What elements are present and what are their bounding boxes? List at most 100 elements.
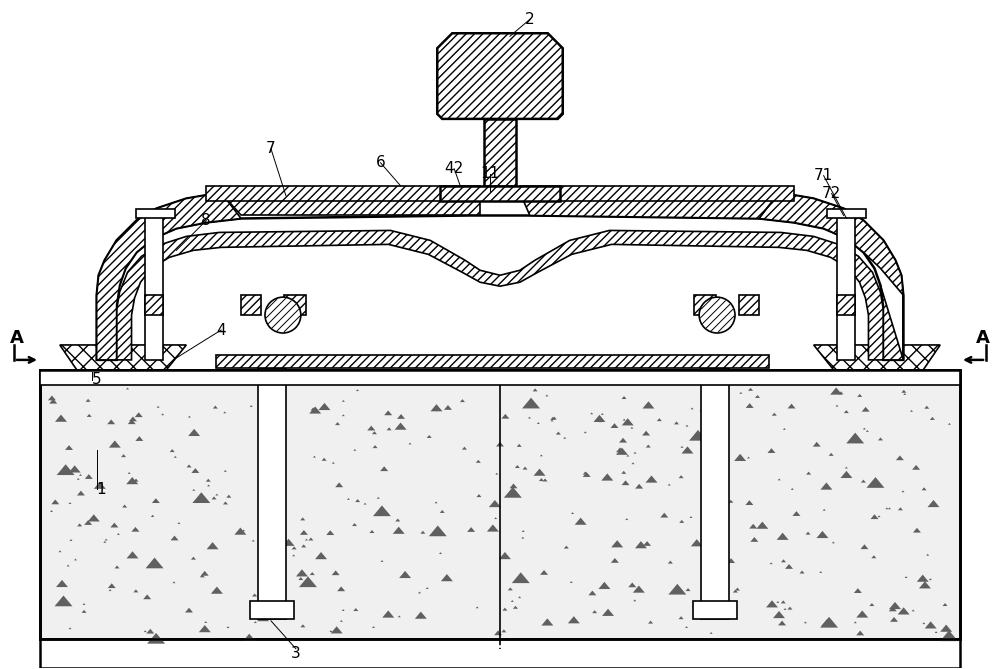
Polygon shape — [717, 594, 722, 597]
Polygon shape — [395, 518, 400, 522]
Polygon shape — [177, 522, 180, 524]
Polygon shape — [756, 522, 768, 529]
Polygon shape — [924, 405, 929, 409]
Polygon shape — [772, 413, 777, 415]
Polygon shape — [262, 573, 265, 575]
Polygon shape — [439, 552, 442, 554]
Polygon shape — [929, 578, 932, 580]
Polygon shape — [103, 541, 106, 543]
Polygon shape — [268, 425, 280, 432]
Polygon shape — [845, 467, 848, 468]
Polygon shape — [487, 524, 499, 532]
Polygon shape — [922, 487, 927, 490]
Text: 7: 7 — [266, 141, 276, 157]
Polygon shape — [912, 609, 915, 611]
Polygon shape — [109, 440, 121, 448]
Polygon shape — [367, 425, 375, 430]
Polygon shape — [854, 588, 862, 593]
Polygon shape — [495, 473, 498, 474]
Polygon shape — [622, 480, 630, 485]
Polygon shape — [660, 512, 668, 518]
Polygon shape — [440, 185, 560, 201]
Polygon shape — [556, 432, 561, 435]
Polygon shape — [901, 490, 904, 492]
Polygon shape — [299, 577, 317, 587]
Polygon shape — [429, 525, 447, 537]
Polygon shape — [395, 423, 407, 429]
Polygon shape — [545, 395, 548, 396]
Polygon shape — [917, 575, 929, 582]
Polygon shape — [598, 582, 610, 589]
Polygon shape — [878, 515, 881, 517]
Polygon shape — [522, 530, 525, 532]
Polygon shape — [234, 528, 246, 535]
Polygon shape — [781, 559, 786, 562]
Polygon shape — [206, 185, 480, 201]
Polygon shape — [378, 508, 383, 511]
Polygon shape — [701, 496, 709, 501]
Polygon shape — [476, 494, 481, 497]
Polygon shape — [49, 399, 57, 403]
Polygon shape — [903, 393, 906, 395]
Polygon shape — [353, 608, 358, 611]
Polygon shape — [517, 444, 522, 447]
Polygon shape — [511, 600, 514, 602]
Polygon shape — [820, 617, 838, 628]
Polygon shape — [427, 435, 432, 438]
Polygon shape — [626, 455, 629, 456]
Polygon shape — [679, 520, 684, 523]
Polygon shape — [94, 482, 106, 489]
Polygon shape — [223, 411, 226, 413]
Polygon shape — [311, 407, 316, 411]
Polygon shape — [65, 445, 73, 450]
Polygon shape — [599, 420, 602, 422]
Text: 4: 4 — [216, 322, 226, 338]
Polygon shape — [590, 413, 593, 414]
Polygon shape — [192, 492, 210, 503]
Polygon shape — [816, 531, 828, 538]
Polygon shape — [305, 539, 308, 541]
Polygon shape — [783, 428, 786, 429]
Bar — [40, 370, 960, 639]
Polygon shape — [347, 498, 350, 500]
Polygon shape — [201, 571, 209, 576]
Polygon shape — [342, 609, 345, 611]
Polygon shape — [787, 607, 792, 609]
Polygon shape — [621, 471, 626, 474]
Polygon shape — [571, 512, 574, 514]
Polygon shape — [694, 295, 716, 315]
Polygon shape — [940, 630, 958, 641]
Polygon shape — [501, 630, 506, 632]
Polygon shape — [283, 539, 295, 546]
Polygon shape — [207, 542, 219, 549]
Polygon shape — [77, 490, 85, 496]
Polygon shape — [602, 609, 614, 616]
Polygon shape — [919, 581, 931, 589]
Polygon shape — [901, 390, 906, 393]
Polygon shape — [484, 119, 516, 185]
Polygon shape — [273, 567, 276, 569]
Polygon shape — [584, 432, 587, 433]
Polygon shape — [332, 571, 340, 575]
Polygon shape — [869, 603, 874, 606]
Polygon shape — [331, 626, 343, 634]
Polygon shape — [523, 466, 528, 470]
Polygon shape — [308, 537, 313, 541]
Polygon shape — [129, 417, 137, 421]
Polygon shape — [59, 551, 61, 552]
Polygon shape — [188, 415, 191, 417]
Polygon shape — [681, 446, 684, 448]
Polygon shape — [541, 618, 553, 626]
Polygon shape — [813, 442, 821, 447]
Polygon shape — [862, 407, 870, 411]
Bar — [136, 209, 175, 219]
Polygon shape — [898, 607, 910, 615]
Polygon shape — [252, 540, 255, 541]
Polygon shape — [437, 33, 563, 119]
Polygon shape — [832, 541, 835, 543]
Polygon shape — [725, 454, 730, 457]
Polygon shape — [476, 606, 479, 608]
Polygon shape — [739, 392, 742, 394]
Polygon shape — [476, 460, 481, 463]
Polygon shape — [55, 415, 67, 421]
